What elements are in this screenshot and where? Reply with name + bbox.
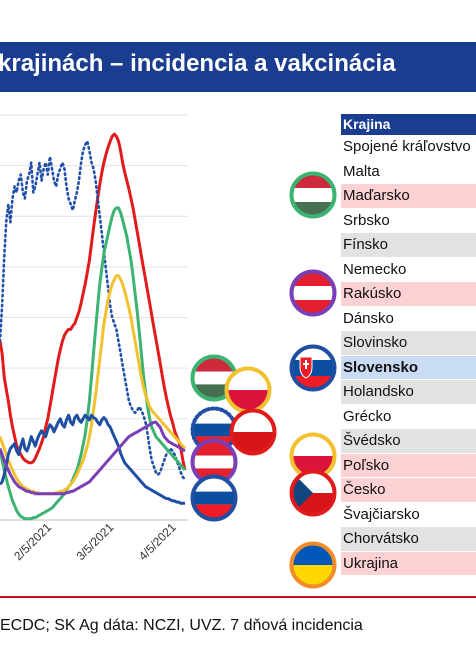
chart-czech-flag-icon: [229, 408, 277, 456]
table-row: Srbsko: [341, 208, 476, 233]
table-row: Grécko: [341, 404, 476, 429]
table-row: Švédsko: [341, 429, 476, 454]
page-title: krajinách – incidencia a vakcinácia: [0, 50, 396, 77]
chart-flags: [190, 354, 277, 522]
table-row: Maďarsko: [341, 184, 476, 209]
table-row: Švajčiarsko: [341, 502, 476, 527]
chart-poland-flag-icon: [224, 366, 272, 414]
czech-flag-icon: [289, 469, 337, 517]
table-row: Česko: [341, 478, 476, 503]
series-line-green: [0, 206, 187, 521]
x-tick-label: 4/5/2021: [136, 520, 179, 563]
table-row: Malta: [341, 159, 476, 184]
x-axis-ticks: 2/5/2021 3/5/2021 4/5/2021: [11, 520, 179, 563]
table-row: Nemecko: [341, 257, 476, 282]
table-row: Slovensko: [341, 355, 476, 380]
hungary-flag-icon: [289, 171, 337, 219]
chart-series: [0, 132, 187, 521]
table-row: Ukrajina: [341, 551, 476, 576]
footer-divider: [0, 596, 476, 598]
incidence-chart: 2/5/2021 3/5/2021 4/5/2021: [0, 114, 277, 563]
table-row: Dánsko: [341, 306, 476, 331]
country-table: Krajina Spojené kráľovstvo Malta Maďarsko S…: [341, 114, 476, 576]
table-row: Fínsko: [341, 233, 476, 258]
series-line-red: [0, 132, 187, 471]
series-line-dotted: [0, 139, 187, 481]
series-line-blue: [0, 413, 185, 505]
ukraine-flag-icon: [289, 541, 337, 589]
austria-flag-icon: [289, 269, 337, 317]
table-row: Poľsko: [341, 453, 476, 478]
table-header: Krajina: [341, 114, 476, 135]
series-line-purple: [0, 420, 186, 496]
table-row: Holandsko: [341, 380, 476, 405]
chart-slovakia-flag-icon: [190, 474, 238, 522]
table-row: Slovinsko: [341, 331, 476, 356]
slovakia-flag-icon: [289, 344, 337, 392]
table-row: Rakúsko: [341, 282, 476, 307]
table-row: Chorvátsko: [341, 527, 476, 552]
x-tick-label: 3/5/2021: [74, 520, 117, 563]
table-row: Spojené kráľovstvo: [341, 135, 476, 160]
x-tick-label: 2/5/2021: [11, 520, 54, 563]
source-note: ECDC; SK Ag dáta: NCZI, UVZ. 7 dňová inc…: [0, 617, 363, 634]
title-bar: krajinách – incidencia a vakcinácia: [0, 42, 476, 92]
